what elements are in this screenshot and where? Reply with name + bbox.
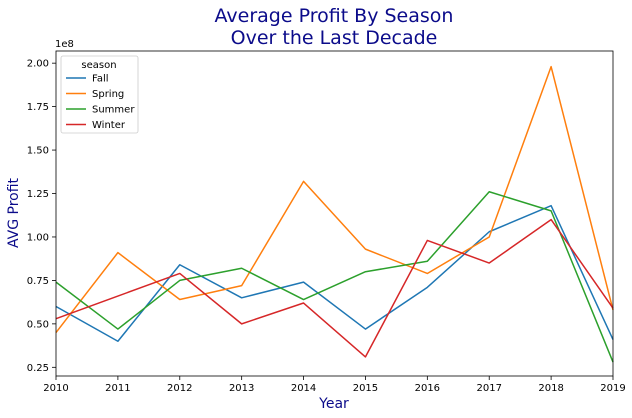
series-line-winter — [55, 218, 614, 358]
y-offset-label: 1e8 — [55, 39, 74, 50]
legend-title: season — [81, 60, 116, 71]
y-tick-label: 1.50 — [27, 146, 49, 157]
chart-title-line2: Over the Last Decade — [231, 27, 438, 49]
x-tick-label: 2015 — [353, 383, 378, 394]
x-tick-label: 2017 — [476, 383, 501, 394]
chart-title-line1: Average Profit By Season — [215, 5, 454, 27]
legend: season Fall Spring Summer Winter — [60, 55, 139, 134]
y-tick-label: 1.75 — [27, 102, 49, 113]
x-axis-title: Year — [318, 396, 349, 412]
y-tick-label: 1.00 — [27, 232, 49, 243]
x-tick-label: 2012 — [167, 383, 192, 394]
series-line-fall — [55, 204, 614, 342]
x-tick-label: 2014 — [291, 383, 316, 394]
legend-entry-summer: Summer — [92, 105, 135, 116]
x-tick-label: 2013 — [229, 383, 254, 394]
legend-entry-fall: Fall — [92, 74, 109, 85]
y-tick-label: 0.75 — [27, 276, 49, 287]
y-axis-ticks: 0.25 0.50 0.75 1.00 1.25 1.50 1.75 2.00 — [27, 59, 56, 374]
series-line-spring — [55, 65, 614, 334]
x-tick-label: 2011 — [105, 383, 130, 394]
y-tick-label: 1.25 — [27, 189, 49, 200]
plot-frame — [55, 50, 614, 377]
y-tick-label: 2.00 — [27, 59, 49, 70]
x-tick-label: 2016 — [415, 383, 440, 394]
x-tick-label: 2018 — [538, 383, 563, 394]
legend-entry-spring: Spring — [92, 89, 124, 100]
y-tick-label: 0.25 — [27, 363, 49, 374]
y-tick-label: 0.50 — [27, 319, 49, 330]
series-line-summer — [55, 191, 614, 363]
legend-entry-winter: Winter — [92, 120, 126, 131]
legend-box — [60, 55, 139, 134]
series-lines — [55, 65, 614, 363]
x-tick-label: 2019 — [600, 383, 625, 394]
x-tick-label: 2010 — [43, 383, 68, 394]
y-axis-title: AVG Profit — [6, 177, 22, 248]
x-axis-ticks: 2010 2011 2012 2013 2014 2015 2016 2017 2018 2019 — [43, 376, 626, 394]
